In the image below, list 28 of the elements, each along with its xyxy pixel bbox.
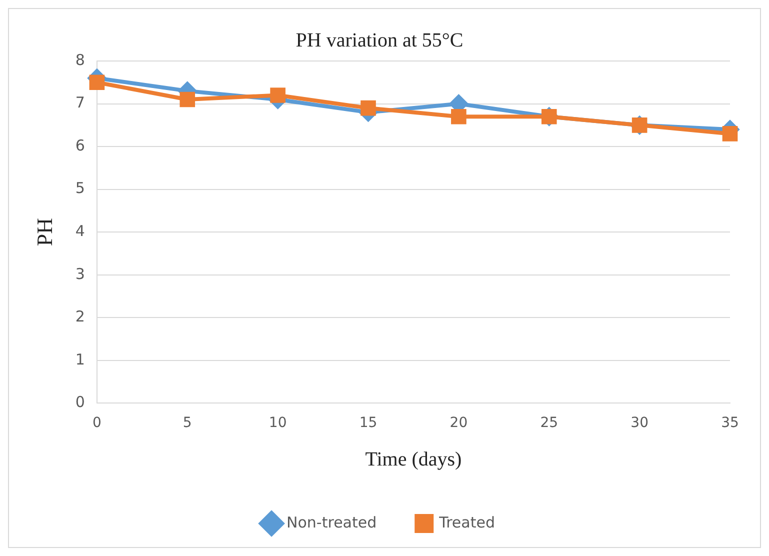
y-tick-label: 3 (75, 264, 85, 283)
point (180, 92, 196, 108)
x-tick-label: 5 (182, 415, 192, 432)
y-tick-label: 1 (75, 350, 85, 368)
x-tick-label: 25 (540, 415, 558, 432)
chart-title: PH variation at 55°C (296, 29, 464, 52)
x-tick-label: 10 (268, 415, 287, 432)
point (722, 126, 738, 142)
x-tick-label: 20 (450, 415, 468, 432)
x-tick-label: 0 (92, 415, 102, 432)
y-tick-label: 2 (75, 308, 85, 326)
legend-label: Treated (438, 513, 495, 532)
x-tick-label: 15 (359, 415, 378, 432)
y-tick-label: 5 (75, 179, 85, 198)
x-tick-label: 35 (721, 415, 739, 432)
y-tick-label: 0 (75, 393, 85, 412)
point (451, 108, 466, 124)
y-axis-title: PH (32, 218, 57, 246)
point (360, 100, 376, 116)
point (89, 74, 105, 90)
x-tick-label: 30 (630, 415, 648, 432)
x-axis-title: Time (days) (365, 448, 462, 470)
y-tick-label: 6 (75, 136, 85, 154)
y-tick-label: 8 (75, 50, 85, 69)
legend-label: Non-treated (286, 513, 377, 532)
y-tick-label: 4 (75, 222, 85, 240)
y-tick-label: 7 (75, 94, 85, 112)
point (270, 88, 286, 103)
